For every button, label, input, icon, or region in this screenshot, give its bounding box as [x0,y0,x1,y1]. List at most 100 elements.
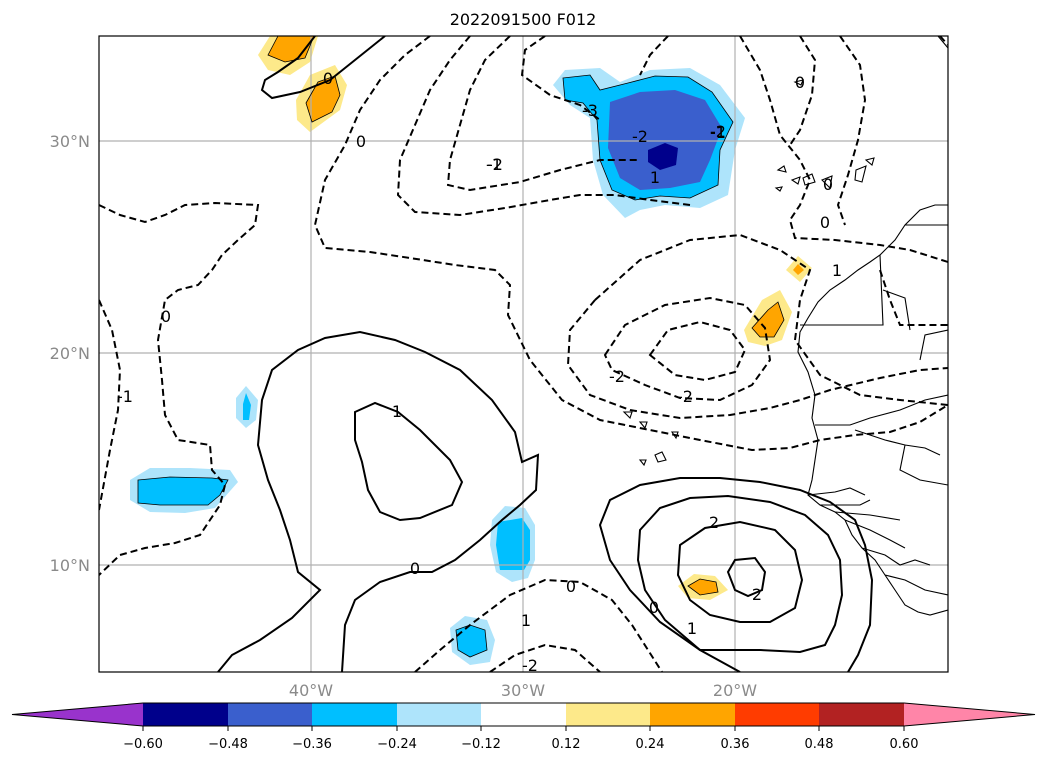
canary-islands [774,157,875,192]
contour-label: 0 [356,132,366,151]
gridlines [99,36,948,672]
colorbar-tick-label: −0.12 [461,737,501,752]
sahara-border [800,224,948,361]
colorbar-right-extend [904,703,1035,726]
contour-n1-east-b [566,299,948,420]
contour-label: -1 [710,123,726,142]
colorbar-segment [312,703,397,726]
contour-label: 1 [832,261,842,280]
colorbar: −0.60 −0.48 −0.36 −0.24 −0.12 0.12 0.24 … [11,702,1036,752]
lat-labels: 30°N 20°N 10°N [50,132,90,575]
colorbar-tick-label: 0.36 [721,737,750,752]
shade-deepsky-west [138,477,228,505]
iberia-corner [937,36,948,49]
map-title: 2022091500 F012 [450,10,597,29]
contour-0-east [598,477,874,672]
contour-label: -1 [117,387,133,406]
contour-label: -2 [677,387,693,406]
colorbar-tick-label: 0.48 [805,737,834,752]
contour-2-east [676,520,804,623]
colorbar-segment [397,703,481,726]
shade-navy-ne [648,143,678,170]
colorbar-tick-label: 0.12 [552,737,581,752]
plot-frame [98,35,949,673]
contour-label: 0 [323,69,333,88]
contour-1-east [636,494,844,654]
contour-label: 1 [521,611,531,630]
lat-label: 20°N [50,344,90,363]
contour-label: -1 [486,155,502,174]
contour-label: 1 [392,402,402,421]
colorbar-segment [228,703,312,726]
lat-label: 10°N [50,556,90,575]
contour-n1-b [446,36,640,192]
contour-label: -2 [710,122,726,141]
contour-label: 0 [823,175,833,194]
contour-n-south [414,578,663,672]
shade-orange-s [688,579,718,595]
contour-n2-b [639,36,669,76]
contour-label: 1 [650,168,660,187]
lon-labels: 40°W 30°W 20°W [289,681,757,700]
contour-n0-far-west [99,299,122,511]
contour-n-ne [739,36,948,263]
colorbar-left-extend [12,703,143,726]
contour-label: -2 [522,656,538,675]
coastlines [622,36,948,616]
shade-royal-ne [608,90,722,190]
shade-orange-nw1 [268,36,314,62]
colorbar-segment [735,703,819,726]
shaded-anomalies [130,36,812,665]
contour-n2-a [520,36,601,121]
lon-label: 40°W [289,681,333,700]
shade-orange-nw2 [306,76,340,122]
colorbar-tick-label: 0.24 [636,737,665,752]
contour-labels: 0 0 0 0 0 0 0 0 0 1 1 1 1 1 -1 -1 -1 2 2… [117,69,842,675]
colorbar-segment [143,703,228,726]
map-area: 0 0 0 0 0 0 0 0 0 1 1 1 1 1 -1 -1 -1 2 2… [99,36,948,675]
contour-label: 2 [752,585,762,604]
shade-deepsky-cs [496,518,530,570]
contour-label: 0 [820,213,830,232]
contour-0-nw [260,36,386,100]
colorbar-segment [566,703,650,726]
contour-n-ne4 [879,269,948,326]
colorbar-tick-label: −0.60 [123,737,163,752]
contour-label: 0 [410,559,420,578]
shade-deepsky-ss [456,625,487,657]
contour-3-east [726,556,767,598]
contour-label: 0 [649,598,659,617]
contour-0-west [217,330,540,672]
contour-n0-west [99,201,260,576]
colorbar-tick-label: −0.48 [208,737,248,752]
contour-label: -3 [582,101,598,120]
colorbar-segment [650,703,735,726]
lat-label: 30°N [50,132,90,151]
colorbar-tick-label: −0.36 [292,737,332,752]
contour-n1-east [594,233,948,406]
contour-n-ne5 [939,36,948,46]
colorbar-tick-label: −0.24 [377,737,417,752]
lon-label: 30°W [501,681,545,700]
contour-label: 2 [709,513,719,532]
mauritania-border [815,394,948,426]
madeira [793,79,804,86]
contour-label: -2 [609,367,625,386]
contour-label: 0 [795,73,805,92]
colorbar-segment [481,703,566,726]
contour-label: 0 [566,577,576,596]
contour-n-south2 [489,643,601,672]
lon-label: 20°W [713,681,757,700]
contours [99,36,948,672]
contour-n2-east [603,296,772,402]
shade-deepsky-spike [243,393,251,420]
contour-label: 1 [687,619,697,638]
africa-coast [797,204,948,616]
contour-n0-central [313,36,948,452]
colorbar-ticks [142,726,905,731]
shade-orange-e1 [793,264,804,275]
shade-orange-e2 [752,302,784,337]
colorbar-segment [819,703,904,726]
colorbar-tick-label: 0.60 [890,737,919,752]
contour-label: -2 [487,155,503,174]
